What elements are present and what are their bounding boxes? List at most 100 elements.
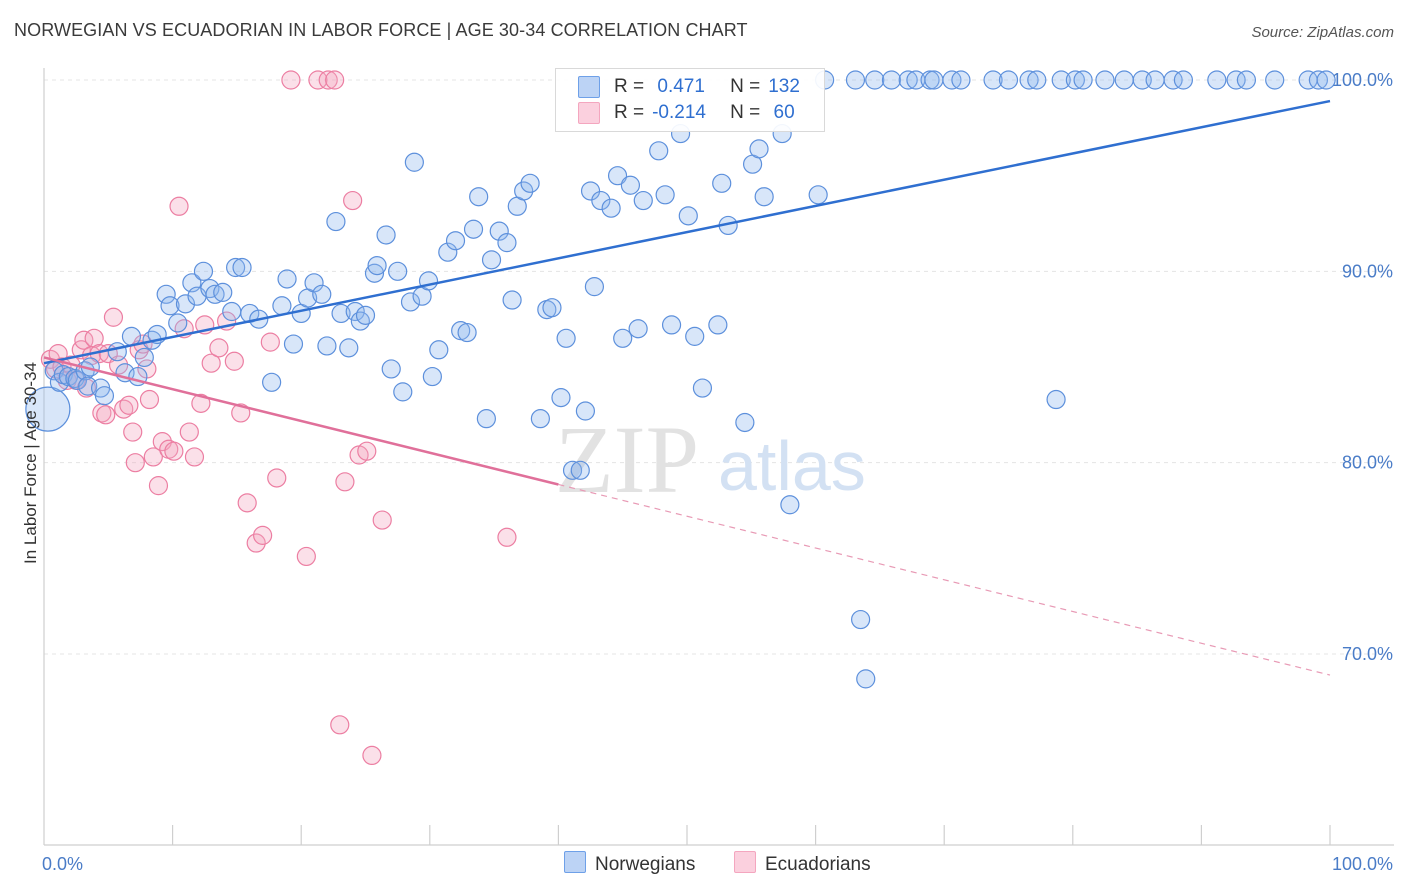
norwegians-point (628, 319, 648, 339)
norwegians-point (232, 257, 252, 278)
ecuadorians-point (318, 70, 338, 90)
norwegians-point (845, 70, 866, 90)
norwegians-point (393, 382, 413, 402)
legend-item-ecuadorians[interactable]: Ecuadorians (734, 851, 871, 876)
watermark: ZIP atlas (555, 406, 866, 513)
norwegians-point (339, 338, 359, 358)
ecuadorians-point (357, 441, 377, 461)
norwegians-point (649, 141, 669, 161)
norwegians-point (542, 298, 562, 318)
norwegians-point (213, 282, 233, 302)
ecuadorians-point (201, 353, 221, 373)
norwegians-point (556, 328, 576, 348)
ecuadorians-point (281, 70, 301, 90)
ecuadorians-point (267, 468, 287, 488)
ecuadorians-point (343, 190, 363, 211)
norwegians-trend-line (43, 99, 1331, 365)
norwegians-point (562, 460, 583, 480)
legend-swatch-norwegians (564, 851, 586, 873)
norwegians-point (262, 372, 282, 392)
legend-row-ecuadorians: R = -0.214 N = 60 (578, 102, 795, 128)
ecuadorians-point (103, 307, 124, 327)
norwegians-point (205, 284, 225, 304)
norwegians-point (272, 296, 292, 316)
ecuadorians-point (497, 527, 517, 547)
legend-label-norwegians: Norwegians (595, 854, 696, 875)
norwegians-point (67, 370, 88, 390)
norwegians-point (865, 70, 885, 90)
legend-item-norwegians[interactable]: Norwegians (564, 851, 695, 876)
norwegians-point (200, 278, 220, 299)
y-tick-label: 80.0% (1342, 453, 1393, 473)
ecuadorians-point (179, 422, 199, 442)
norwegians-point (881, 70, 902, 90)
ecuadorians-point (96, 405, 116, 425)
legend-r-value: 0.471 (652, 76, 705, 98)
ecuadorians-point (191, 393, 211, 413)
norwegians-point (685, 326, 705, 346)
watermark-zip: ZIP (555, 406, 699, 513)
norwegians-point (633, 190, 653, 211)
ecuadorians-point (169, 196, 189, 216)
norwegians-point (1019, 70, 1039, 90)
norwegians-point (607, 166, 628, 186)
norwegians-point (312, 284, 332, 304)
norwegians-point (856, 669, 876, 689)
norwegians-points (25, 70, 1336, 689)
norwegians-point (851, 609, 871, 630)
norwegians-point (580, 181, 601, 201)
norwegians-point (1073, 70, 1093, 90)
ecuadorians-point (164, 441, 184, 461)
ecuadorians-point (84, 328, 104, 348)
norwegians-point (591, 190, 611, 211)
norwegians-point (708, 315, 728, 335)
legend-n-label: N = (730, 102, 761, 124)
norwegians-point (422, 366, 442, 387)
ecuadorians-point (125, 453, 145, 473)
norwegians-point (25, 386, 71, 432)
ecuadorians-point (114, 399, 134, 419)
norwegians-point (1046, 389, 1066, 410)
ecuadorians-point (362, 745, 382, 766)
stats-legend: R = 0.471 N = 132 R = -0.214 N = 60 (555, 68, 825, 132)
norwegians-point (924, 70, 944, 90)
norwegians-point (168, 313, 188, 333)
norwegians-point (317, 336, 337, 356)
norwegians-point (655, 185, 675, 205)
ecuadorians-point (296, 546, 316, 567)
norwegians-point (404, 152, 424, 172)
norwegians-point (463, 219, 484, 239)
norwegians-point (1308, 70, 1329, 90)
norwegians-point (1236, 70, 1257, 90)
ecuadorians-point (253, 525, 273, 545)
norwegians-point (983, 70, 1003, 90)
legend-swatch-ecuadorians (734, 851, 756, 873)
norwegians-point (575, 401, 596, 421)
ecuadorians-point (335, 472, 355, 492)
trend-lines (43, 99, 1331, 676)
norwegians-point (1207, 70, 1227, 90)
legend-row-norwegians: R = 0.471 N = 132 (578, 76, 800, 102)
y-tick-label: 70.0% (1342, 644, 1393, 664)
norwegians-point (749, 139, 769, 159)
norwegians-point (283, 334, 304, 354)
norwegians-point (350, 311, 370, 331)
norwegians-point (438, 242, 458, 262)
norwegians-point (1173, 70, 1193, 90)
norwegians-point (429, 340, 449, 360)
ecuadorians-point (246, 533, 266, 553)
norwegians-point (175, 294, 196, 314)
ecuadorians-points (40, 70, 517, 766)
norwegians-point (1051, 70, 1071, 90)
legend-label-ecuadorians: Ecuadorians (765, 854, 871, 875)
norwegians-point (326, 211, 346, 232)
ecuadorians-point (260, 332, 280, 352)
norwegians-point (476, 409, 496, 429)
norwegians-point (497, 233, 517, 253)
norwegians-point (160, 296, 180, 316)
norwegians-point (1226, 70, 1246, 90)
x-tick-label: 0.0% (42, 854, 83, 874)
norwegians-point (457, 322, 477, 343)
norwegians-point (445, 231, 466, 251)
norwegians-point (530, 409, 550, 429)
